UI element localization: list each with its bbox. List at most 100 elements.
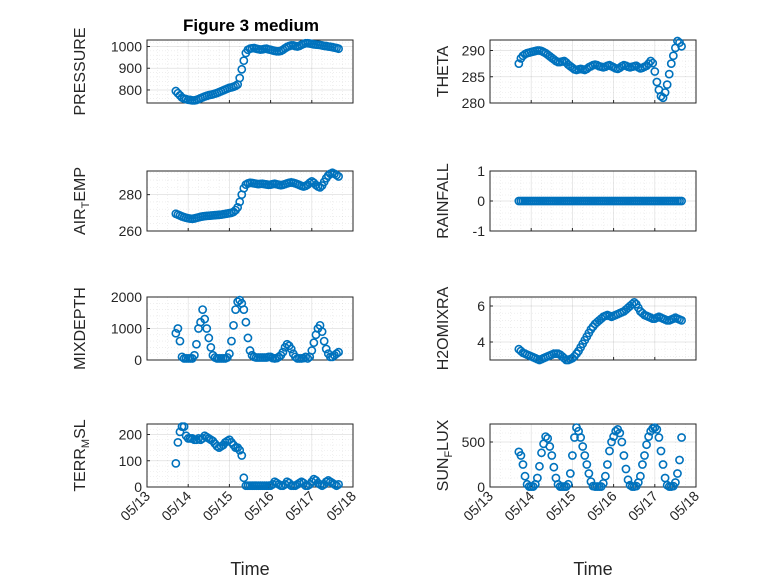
- subplot-3: 260 280 AIRTEMP: [72, 167, 354, 239]
- data-point: [332, 349, 341, 359]
- data-point: [192, 339, 201, 349]
- y-axis-label: TERRMSL: [72, 419, 92, 491]
- data-series: [514, 36, 686, 103]
- data-point: [652, 77, 662, 87]
- data-point: [179, 422, 189, 432]
- data-point: [603, 460, 612, 469]
- y-tick-label: 4: [477, 334, 485, 350]
- data-point: [528, 482, 538, 491]
- data-point: [662, 80, 672, 90]
- y-tick-label: -1: [473, 223, 486, 239]
- x-tick-label: 05/17: [625, 488, 661, 524]
- data-point: [175, 427, 185, 437]
- x-tick-label: 05/18: [666, 488, 702, 524]
- data-point: [563, 479, 573, 489]
- data-point: [516, 451, 526, 460]
- data-point: [668, 51, 678, 61]
- x-tick-label: 05/18: [323, 488, 359, 524]
- data-point: [315, 182, 325, 192]
- data-point: [278, 347, 288, 357]
- data-point: [644, 432, 654, 441]
- data-point: [638, 460, 647, 469]
- y-tick-label: 100: [119, 453, 143, 469]
- y-axis-label: MIXDEPTH: [72, 287, 89, 370]
- data-point: [666, 59, 676, 69]
- x-tick-label: 05/17: [282, 488, 318, 524]
- data-point: [582, 460, 592, 469]
- data-point: [673, 469, 682, 478]
- data-point: [584, 469, 594, 478]
- data-point: [627, 299, 637, 309]
- data-point: [334, 172, 343, 181]
- subplot-6: 4 6 H2OMIXRA: [435, 286, 697, 370]
- data-point: [605, 446, 614, 456]
- data-point: [321, 344, 331, 354]
- y-tick-label: 280: [119, 187, 143, 203]
- y-axis-label: PRESSURE: [72, 27, 89, 115]
- data-point: [629, 297, 639, 307]
- data-point: [580, 451, 590, 460]
- data-point: [231, 305, 240, 314]
- data-point: [198, 305, 208, 314]
- data-point: [224, 349, 234, 359]
- data-point: [202, 324, 212, 333]
- data-point: [650, 67, 660, 76]
- y-tick-label: 260: [119, 223, 143, 239]
- x-axis-label: Time: [573, 559, 612, 579]
- data-point: [239, 305, 249, 314]
- figure-title: Figure 3 medium: [183, 16, 319, 35]
- data-point: [549, 462, 559, 472]
- data-point: [200, 314, 210, 324]
- y-tick-label: 1000: [111, 321, 142, 337]
- data-point: [245, 346, 255, 355]
- data-point: [677, 196, 686, 206]
- data-point: [173, 324, 183, 333]
- data-point: [658, 93, 668, 103]
- data-point: [677, 41, 686, 51]
- y-tick-label: 800: [119, 82, 143, 98]
- data-point: [600, 471, 610, 481]
- subplot-2: 280 285 290 THETA: [435, 36, 697, 111]
- data-point: [565, 469, 575, 478]
- x-tick-label: 05/13: [117, 488, 153, 524]
- data-point: [334, 44, 343, 54]
- data-point: [654, 433, 664, 442]
- data-point: [227, 336, 236, 346]
- y-axis-label: THETA: [435, 46, 452, 98]
- data-point: [677, 433, 686, 442]
- data-point: [303, 354, 313, 363]
- data-point: [607, 437, 616, 447]
- data-point: [568, 451, 577, 460]
- data-point: [229, 320, 238, 330]
- data-point: [656, 446, 666, 456]
- x-tick-label: 05/16: [584, 488, 620, 524]
- y-tick-label: 0: [477, 479, 485, 495]
- x-tick-label: 05/14: [501, 488, 537, 524]
- data-point: [239, 56, 249, 66]
- y-tick-label: 0: [477, 193, 485, 209]
- data-point: [243, 333, 253, 343]
- data-point: [545, 442, 555, 451]
- data-point: [233, 202, 243, 212]
- data-series: [514, 297, 686, 365]
- y-tick-label: 0: [134, 352, 142, 368]
- data-point: [171, 328, 181, 338]
- data-series: [171, 422, 343, 491]
- data-series: [171, 295, 343, 363]
- data-point: [617, 437, 627, 447]
- x-tick-label: 05/15: [199, 488, 235, 524]
- x-tick-label: 05/13: [460, 488, 496, 524]
- subplot-5: 0 1000 2000 MIXDEPTH: [72, 287, 354, 370]
- data-point: [204, 333, 214, 343]
- data-point: [319, 336, 329, 346]
- data-point: [309, 338, 319, 348]
- subplot-7: 0 100 200 05/13 05/14 05/15 05/16 05/17 05/18 TER…: [72, 419, 359, 579]
- data-point: [532, 473, 542, 483]
- data-point: [660, 88, 670, 97]
- data-point: [237, 64, 247, 74]
- data-series: [171, 38, 343, 105]
- data-point: [317, 327, 327, 337]
- y-tick-label: 0: [134, 479, 142, 495]
